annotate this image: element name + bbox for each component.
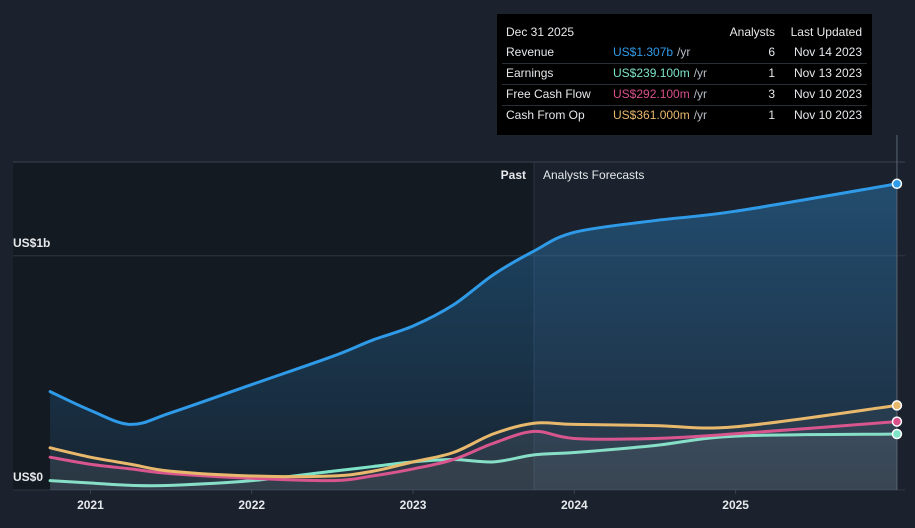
tooltip-header: Analysts: [730, 25, 775, 39]
x-tick-label: 2024: [561, 498, 588, 512]
x-tick-label: 2021: [77, 498, 104, 512]
series-area: [50, 421, 897, 490]
tooltip-value-amount: US$292.100m: [613, 87, 690, 101]
end-dot: [891, 428, 903, 440]
series-line: [48, 182, 899, 426]
y-tick-label: US$1b: [13, 236, 50, 250]
series-line: [48, 420, 899, 483]
tooltip-value-amount: US$1.307b: [613, 45, 673, 59]
y-tick-label: US$0: [13, 470, 43, 484]
past-label: Past: [501, 168, 526, 182]
x-tick-label: 2023: [400, 498, 427, 512]
forecast-label: Analysts Forecasts: [543, 168, 644, 182]
tooltip-value-unit: /yr: [694, 87, 707, 101]
tooltip-header: Last Updated: [791, 25, 862, 39]
tooltip-value-unit: /yr: [694, 108, 707, 122]
end-dot: [891, 178, 903, 190]
series-line: [48, 403, 899, 479]
x-tick-label: 2025: [722, 498, 749, 512]
tooltip-value-amount: US$239.100m: [613, 66, 690, 80]
tooltip-date: Dec 31 2025: [506, 25, 574, 39]
tooltip-value: US$361.000m/yr: [613, 108, 707, 122]
tooltip-updated: Nov 10 2023: [794, 87, 862, 101]
tooltip-value: US$239.100m/yr: [613, 66, 707, 80]
tooltip-updated: Nov 14 2023: [794, 45, 862, 59]
tooltip-label: Free Cash Flow: [506, 87, 591, 101]
tooltip-value: US$1.307b/yr: [613, 45, 690, 59]
tooltip-updated: Nov 13 2023: [794, 66, 862, 80]
tooltip-analysts: 3: [768, 87, 775, 101]
tooltip-value: US$292.100m/yr: [613, 87, 707, 101]
tooltip-label: Revenue: [506, 45, 554, 59]
tooltip-analysts: 1: [768, 108, 775, 122]
series-area: [50, 405, 897, 490]
tooltip-analysts: 1: [768, 66, 775, 80]
tooltip-analysts: 6: [768, 45, 775, 59]
x-tick-label: 2022: [238, 498, 265, 512]
tooltip-label: Cash From Op: [506, 108, 585, 122]
tooltip-value-unit: /yr: [694, 66, 707, 80]
series-area: [50, 183, 897, 490]
end-dot: [891, 400, 903, 411]
tooltip-updated: Nov 10 2023: [794, 108, 862, 122]
tooltip: Dec 31 2025 Analysts Last Updated Revenue US…: [497, 14, 872, 135]
tooltip-box: [497, 14, 872, 135]
tooltip-value-amount: US$361.000m: [613, 108, 690, 122]
end-dot: [891, 416, 903, 427]
tooltip-label: Earnings: [506, 66, 553, 80]
tooltip-value-unit: /yr: [677, 45, 690, 59]
